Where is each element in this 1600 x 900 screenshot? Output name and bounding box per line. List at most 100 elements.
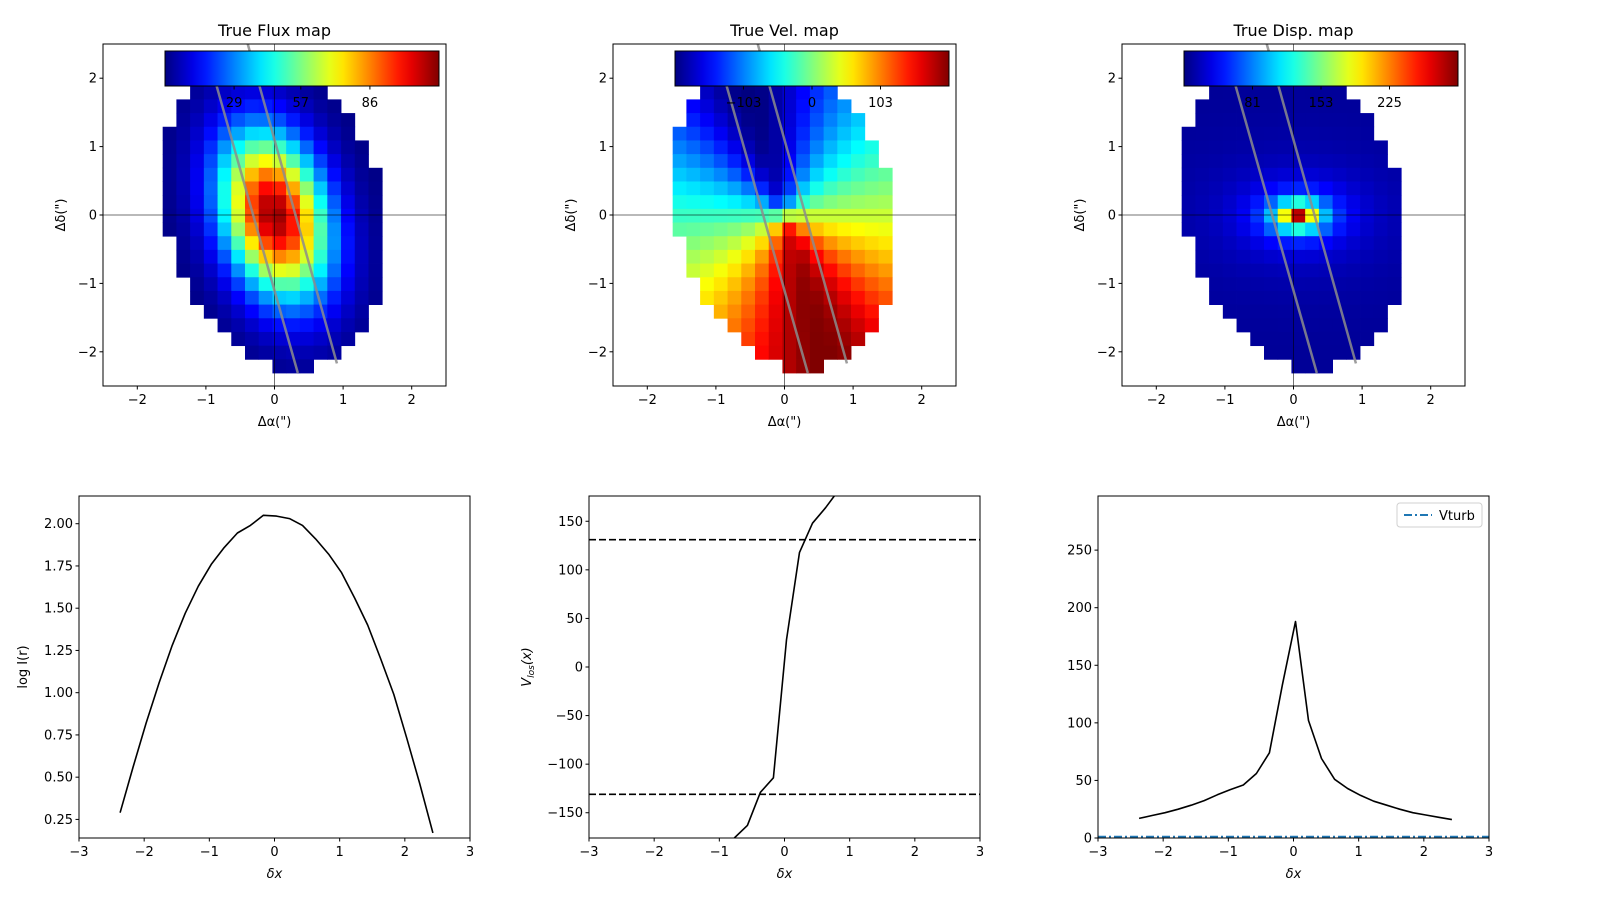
heatmap-pixel <box>299 85 314 100</box>
heatmap-pixel <box>768 140 783 155</box>
heatmap-pixel <box>878 195 893 210</box>
heatmap-pixel <box>217 290 232 305</box>
heatmap-pixel <box>1360 318 1375 333</box>
heatmap-pixel <box>686 222 701 237</box>
heatmap-pixel <box>1209 277 1224 292</box>
heatmap-pixel <box>1236 85 1251 100</box>
heatmap-pixel <box>1318 208 1333 223</box>
heatmap-pixel <box>823 236 838 251</box>
heatmap-pixel <box>272 126 287 141</box>
heatmap-pixel <box>299 167 314 182</box>
heatmap-pixel <box>231 222 246 237</box>
heatmap-pixel <box>851 126 866 141</box>
heatmap-pixel <box>755 99 770 114</box>
heatmap-pixel <box>782 277 797 292</box>
heatmap-pixel <box>1209 290 1224 305</box>
heatmap-pixel <box>851 304 866 319</box>
heatmap-pixel <box>837 249 852 264</box>
heatmap-pixel <box>203 290 218 305</box>
x-tick-label: 0 <box>780 845 788 860</box>
heatmap-pixel <box>1318 195 1333 210</box>
heatmap-pixel <box>162 222 177 237</box>
heatmap-pixel <box>231 331 246 347</box>
heatmap-pixel <box>354 181 369 196</box>
x-tick-label: −2 <box>1154 845 1173 860</box>
heatmap-pixel <box>1332 208 1347 223</box>
heatmap-pixel <box>1250 113 1265 128</box>
y-tick-label: −2 <box>588 345 607 360</box>
heatmap-pixel <box>368 263 383 278</box>
heatmap-pixel <box>727 318 742 333</box>
heatmap-pixel <box>1387 167 1402 182</box>
heatmap-pixel <box>341 318 356 333</box>
x-tick-label: 2 <box>918 393 926 408</box>
heatmap-pixel <box>286 290 301 305</box>
heatmap-pixel <box>851 195 866 210</box>
heatmap-pixel <box>1222 249 1237 264</box>
x-tick-label: −1 <box>710 845 729 860</box>
x-tick-label: −3 <box>579 845 598 860</box>
heatmap-pixel <box>245 263 260 278</box>
heatmap-pixel <box>286 113 301 128</box>
colorbar-tick-label: 29 <box>226 96 243 111</box>
y-tick-label: 2 <box>1108 72 1116 87</box>
heatmap-pixel <box>1318 318 1333 333</box>
heatmap-pixel <box>341 181 356 196</box>
heatmap-pixel <box>354 277 369 292</box>
heatmap-pixel <box>1332 195 1347 210</box>
heatmap-pixel <box>796 290 811 305</box>
heatmap-pixel <box>190 181 205 196</box>
y-tick-label: 50 <box>1075 774 1092 789</box>
heatmap-pixel <box>878 263 893 278</box>
heatmap-pixel <box>768 277 783 292</box>
heatmap-pixel <box>327 304 342 319</box>
heatmap-pixel <box>162 181 177 196</box>
subplot-3: 81 153 225 −2 −1 0 1 2 −2 −1 0 1 2 True Disp. map Δα("… <box>1073 21 1466 430</box>
x-axis-label: Δα(") <box>258 415 292 430</box>
heatmap-pixel <box>837 277 852 292</box>
heatmap-pixel <box>272 263 287 278</box>
heatmap-pixel <box>190 167 205 182</box>
heatmap-pixel <box>1222 181 1237 196</box>
heatmap-pixel <box>755 345 770 360</box>
colorbar-tick-label: 103 <box>868 96 893 111</box>
heatmap-pixel <box>700 99 715 114</box>
y-label-subscript: los <box>527 665 537 678</box>
heatmap-pixel <box>796 154 811 169</box>
heatmap-pixel <box>354 208 369 223</box>
colorbar-tick-label: 86 <box>362 96 379 111</box>
heatmap-pixel <box>299 222 314 237</box>
heatmap-pixel <box>1222 208 1237 223</box>
heatmap-pixel <box>327 113 342 128</box>
y-axis-label: log I(r) <box>16 645 31 688</box>
heatmap-pixel <box>1222 126 1237 141</box>
heatmap-pixel <box>700 181 715 196</box>
heatmap-pixel <box>286 318 301 333</box>
heatmap-pixel <box>176 154 191 169</box>
heatmap-pixel <box>217 318 232 333</box>
heatmap-pixel <box>1264 113 1279 128</box>
y-tick-label: 0.50 <box>44 771 73 786</box>
heatmap-pixel <box>837 290 852 305</box>
heatmap-pixel <box>272 99 287 114</box>
heatmap-pixel <box>1387 181 1402 196</box>
heatmap-pixel <box>354 154 369 169</box>
heatmap-pixel <box>1250 318 1265 333</box>
heatmap-pixel <box>245 99 260 114</box>
heatmap-pixel <box>686 249 701 264</box>
heatmap-pixel <box>1387 195 1402 210</box>
heatmap-pixel <box>1250 290 1265 305</box>
heatmap-pixel <box>1373 304 1388 319</box>
heatmap-pixel <box>1181 167 1196 182</box>
heatmap-pixel <box>162 167 177 182</box>
heatmap-pixel <box>837 195 852 210</box>
heatmap-pixel <box>1291 208 1306 223</box>
x-tick-label: −1 <box>200 845 219 860</box>
heatmap-pixel <box>368 236 383 251</box>
heatmap-pixel <box>1346 304 1361 319</box>
heatmap-pixel <box>713 249 728 264</box>
heatmap-pixel <box>796 222 811 237</box>
heatmap-pixel <box>341 126 356 141</box>
heatmap-pixel <box>1318 167 1333 182</box>
heatmap-pixel <box>203 154 218 169</box>
